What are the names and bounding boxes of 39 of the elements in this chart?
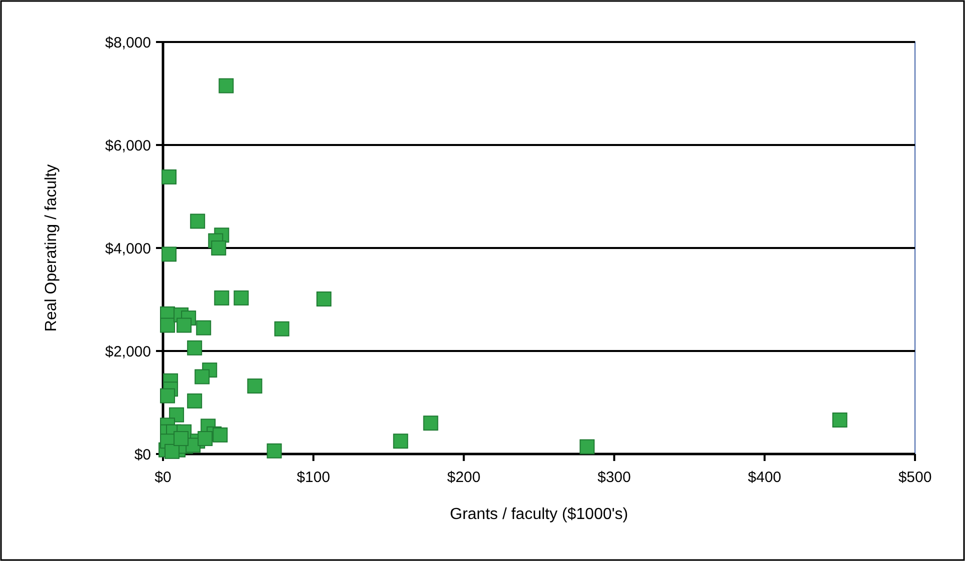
point — [234, 290, 249, 306]
point — [160, 318, 176, 333]
x-axis-title: Grants / faculty ($1000's) — [450, 506, 628, 523]
point — [187, 340, 202, 356]
y-tick-label: $2,000 — [105, 343, 151, 360]
y-tick-label: $4,000 — [105, 240, 151, 258]
point — [423, 416, 438, 431]
point — [187, 393, 202, 408]
point — [266, 443, 282, 458]
point — [162, 169, 177, 184]
y-tick-label: $6,000 — [105, 137, 151, 154]
x-tick-label: $400 — [748, 469, 782, 486]
point — [190, 214, 206, 229]
point — [174, 431, 189, 446]
point — [160, 388, 176, 404]
point — [164, 444, 180, 459]
point — [316, 291, 332, 306]
point — [832, 412, 848, 428]
point — [247, 378, 262, 394]
x-tick-label: $0 — [154, 469, 172, 486]
point — [214, 290, 230, 306]
y-tick-label: $8,000 — [105, 34, 151, 52]
point — [196, 320, 212, 336]
x-tick-label: $100 — [296, 469, 330, 486]
point — [274, 321, 290, 336]
point — [580, 439, 595, 454]
x-tick-label: $500 — [898, 469, 932, 486]
y-axis-title: Real Operating / faculty — [43, 164, 60, 332]
point — [194, 369, 210, 384]
x-tick-label: $300 — [598, 469, 631, 486]
y-tick-label: $0 — [134, 446, 151, 464]
point — [176, 318, 192, 333]
point — [218, 78, 234, 94]
x-tick-label: $200 — [447, 469, 480, 486]
point — [393, 434, 408, 449]
point — [198, 431, 213, 446]
point — [212, 427, 228, 442]
point — [211, 240, 226, 256]
point — [162, 246, 177, 262]
